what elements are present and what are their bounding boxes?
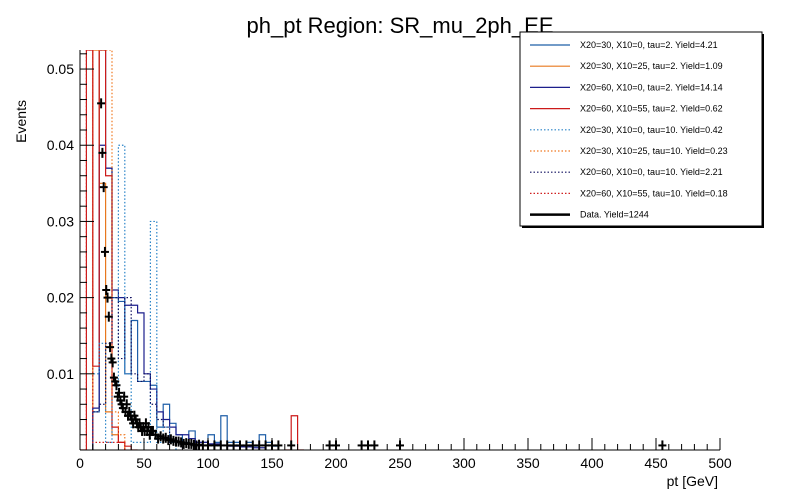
x-tick-label: 0 — [76, 455, 84, 471]
legend-label: X20=60, X10=55, tau=10. Yield=0.18 — [580, 188, 728, 198]
y-tick-label: 0.01 — [47, 366, 74, 382]
data-point — [274, 440, 283, 450]
x-tick-label: 500 — [708, 455, 732, 471]
legend: X20=30, X10=0, tau=2. Yield=4.21 X20=30, … — [519, 31, 764, 228]
legend-label: Data. Yield=1244 — [580, 210, 649, 220]
data-point — [102, 285, 111, 295]
x-tick-label: 450 — [644, 455, 668, 471]
data-point — [115, 387, 124, 398]
plot-area — [80, 50, 667, 450]
axis-ticks: 0 50 100 150 200 250 300 350 400 450 500 0.01 0.02 0.… — [47, 53, 732, 471]
x-tick-label: 150 — [260, 455, 284, 471]
y-tick-label: 0.02 — [47, 290, 74, 306]
data-point — [103, 292, 112, 303]
legend-label: X20=60, X10=0, tau=10. Yield=2.21 — [580, 167, 723, 177]
x-axis-label: pt [GeV] — [667, 473, 718, 489]
data-point — [658, 440, 667, 450]
data-point — [122, 399, 131, 410]
legend-label: X20=30, X10=0, tau=2. Yield=4.21 — [580, 40, 718, 50]
data-point — [287, 440, 296, 450]
x-tick-label: 200 — [324, 455, 348, 471]
data-point — [98, 147, 107, 158]
data-point — [112, 380, 121, 391]
y-axis-label: Events — [13, 100, 29, 143]
data-point — [99, 182, 108, 193]
x-tick-label: 250 — [388, 455, 412, 471]
legend-label: X20=30, X10=0, tau=10. Yield=0.42 — [580, 125, 723, 135]
data-point — [97, 98, 106, 109]
x-tick-label: 100 — [196, 455, 220, 471]
histogram-series-4 — [80, 50, 304, 450]
data-point — [100, 246, 109, 257]
x-tick-label: 50 — [136, 455, 152, 471]
legend-label: X20=30, X10=25, tau=2. Yield=1.09 — [580, 61, 723, 71]
y-tick-label: 0.04 — [47, 137, 74, 153]
y-tick-label: 0.03 — [47, 213, 74, 229]
data-point — [108, 357, 117, 368]
plot-content — [80, 50, 667, 450]
histogram-series-1 — [92, 50, 279, 450]
data-point — [104, 311, 113, 322]
x-tick-label: 350 — [516, 455, 540, 471]
x-tick-label: 300 — [452, 455, 476, 471]
legend-label: X20=30, X10=25, tau=10. Yield=0.23 — [580, 146, 728, 156]
data-point — [120, 391, 129, 402]
x-tick-label: 400 — [580, 455, 604, 471]
y-tick-label: 0.05 — [47, 61, 74, 77]
legend-label: X20=60, X10=0, tau=2. Yield=14.14 — [580, 82, 723, 92]
legend-box — [519, 31, 763, 227]
legend-label: X20=60, X10=55, tau=2. Yield=0.62 — [580, 104, 723, 114]
histogram-series-7 — [92, 297, 183, 450]
data-point — [106, 342, 115, 353]
chart-title: ph_pt Region: SR_mu_2ph_EE — [247, 13, 554, 38]
